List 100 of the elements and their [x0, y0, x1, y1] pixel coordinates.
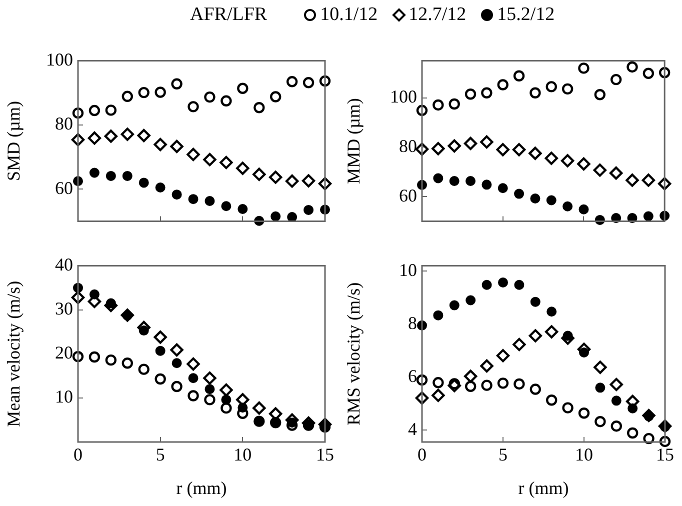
point — [186, 148, 200, 162]
point — [464, 136, 478, 150]
point — [498, 183, 508, 194]
point — [170, 343, 184, 357]
point — [642, 68, 654, 79]
point — [105, 354, 117, 366]
point — [138, 178, 149, 188]
point — [578, 408, 590, 419]
point — [448, 98, 460, 110]
point — [269, 170, 282, 184]
point — [138, 86, 150, 98]
point — [319, 75, 331, 87]
point — [610, 74, 622, 86]
y-tick-label: 100 — [390, 86, 417, 107]
point — [88, 104, 100, 116]
point — [416, 104, 428, 116]
point — [642, 408, 656, 422]
point — [466, 176, 476, 186]
point — [120, 128, 134, 141]
x-tick-label: 10 — [234, 444, 252, 465]
point — [546, 306, 557, 317]
point — [448, 378, 460, 390]
point — [512, 143, 526, 156]
point — [594, 360, 607, 374]
point — [203, 372, 216, 385]
point — [514, 280, 524, 290]
point — [137, 128, 150, 142]
point — [448, 139, 461, 153]
point — [659, 67, 670, 78]
point — [626, 174, 639, 187]
point — [270, 211, 281, 222]
point — [433, 173, 444, 184]
legend-label: 12.7/12 — [408, 4, 466, 26]
point — [530, 193, 540, 204]
point — [626, 61, 638, 73]
point — [106, 170, 116, 181]
legend-label: 10.1/12 — [320, 4, 378, 26]
point — [609, 166, 623, 180]
point — [220, 383, 233, 397]
point — [415, 391, 429, 405]
point — [610, 420, 622, 432]
y-tick-label: 6 — [408, 366, 417, 386]
point — [270, 91, 282, 102]
point — [512, 338, 526, 352]
point — [89, 168, 100, 178]
point — [577, 157, 590, 171]
point — [496, 349, 510, 362]
point — [302, 77, 314, 88]
point — [595, 382, 606, 393]
point — [432, 388, 445, 402]
point — [104, 298, 118, 312]
point — [186, 357, 200, 371]
point — [71, 133, 85, 146]
point — [530, 87, 541, 98]
x-axis-title: r (mm) — [176, 478, 227, 498]
point — [496, 143, 510, 156]
x-tick-label: 0 — [418, 444, 426, 465]
point — [204, 196, 215, 206]
point — [594, 416, 606, 428]
y-axis-title: RMS velocity (m/s) — [344, 282, 364, 426]
point — [432, 377, 444, 388]
point — [154, 138, 167, 152]
x-tick-label: 5 — [156, 444, 165, 465]
point — [170, 140, 184, 154]
point — [530, 296, 540, 307]
point — [497, 79, 508, 90]
y-tick-label: 8 — [408, 312, 417, 333]
point — [465, 380, 476, 392]
point — [88, 351, 100, 363]
point — [432, 142, 445, 156]
point — [659, 436, 671, 448]
point — [482, 180, 492, 190]
point — [593, 164, 607, 177]
point — [204, 384, 215, 394]
point — [513, 70, 525, 82]
point — [480, 135, 494, 149]
point — [497, 378, 509, 389]
y-tick-label: 10 — [55, 386, 73, 407]
legend-title: AFR/LFR — [190, 4, 268, 26]
point — [188, 373, 198, 384]
y-tick-label: 60 — [399, 185, 417, 206]
point — [658, 177, 672, 190]
point — [172, 358, 182, 368]
point — [528, 329, 542, 342]
point — [643, 211, 654, 222]
point — [154, 86, 166, 98]
point — [466, 295, 476, 306]
point — [481, 87, 492, 98]
point — [122, 358, 133, 369]
point — [171, 380, 182, 392]
point — [578, 62, 590, 74]
point — [304, 204, 314, 215]
y-tick-label: 30 — [55, 298, 73, 319]
point — [204, 91, 216, 103]
point — [172, 190, 182, 200]
y-axis-title: SMD (µm) — [4, 101, 24, 181]
y-tick-label: 4 — [408, 418, 417, 439]
point — [252, 401, 266, 415]
point — [544, 152, 558, 165]
y-axis-title: Mean velocity (m/s) — [4, 280, 24, 427]
